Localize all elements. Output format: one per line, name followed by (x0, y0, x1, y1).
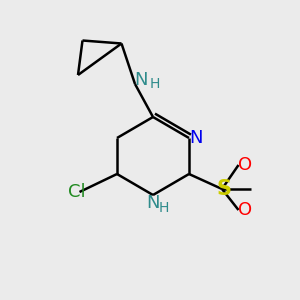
Text: S: S (216, 179, 231, 199)
Text: O: O (238, 201, 252, 219)
Text: N: N (146, 194, 160, 212)
Text: H: H (158, 202, 169, 215)
Text: O: O (238, 156, 252, 174)
Text: N: N (189, 129, 202, 147)
Text: N: N (134, 71, 148, 89)
Text: Cl: Cl (68, 183, 85, 201)
Text: H: H (149, 77, 160, 91)
